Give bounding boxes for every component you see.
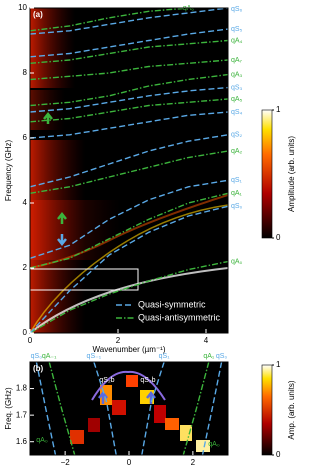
mode-label: qS₀ (31, 353, 43, 360)
mode-curve (182, 362, 210, 455)
y-tick-label: 4 (23, 198, 28, 207)
mode-curve (30, 73, 228, 107)
colorbar (261, 364, 273, 456)
mode-curve (30, 260, 228, 333)
x-tick-label: 0 (28, 336, 33, 345)
mode-label: qA₀ (231, 258, 243, 265)
mode-label: qS₆ (231, 6, 243, 13)
mode-curve (30, 150, 228, 194)
y-tick-label: 2 (23, 263, 28, 272)
y-tick-label: 1.8 (16, 384, 28, 393)
mode-label: qA₁ (231, 190, 243, 197)
mode-curve (30, 86, 228, 113)
colorbar-tick-label: 1 (276, 105, 281, 114)
mode-curve (48, 362, 76, 455)
annotation: qA₀ (208, 441, 220, 448)
y-tick-label: 6 (23, 133, 28, 142)
mode-label: qS₁ (231, 177, 243, 184)
mode-label: qA₋₁ (42, 353, 57, 360)
mode-label: qA₄ (231, 37, 243, 44)
plot-frame (29, 7, 229, 334)
x-tick-label: 2 (191, 458, 196, 467)
mode-curve (30, 39, 228, 64)
mode-curve (30, 205, 228, 333)
curves (35, 362, 223, 455)
mode-curve (30, 28, 228, 58)
heatmap-b: qS₂b qS₂b qA₀ qA₀ (30, 362, 228, 455)
colorbar-title: Amplitude (arb. units) (287, 136, 296, 212)
mode-curve (30, 179, 228, 259)
mode-curve (93, 362, 117, 455)
panel-label: (b) (33, 364, 44, 373)
y-tick-label: 8 (23, 68, 28, 77)
colorbar-tick-label: 0 (276, 233, 281, 242)
y-tick-label: 1.7 (16, 410, 28, 419)
mode-label: qS₋₁ (87, 353, 102, 360)
figure: qS₂b qS₂b qA₀ qA₀ qA₀qS₀qA₁qS₁qA₂qS₂qS₄q… (4, 3, 296, 467)
mode-label: qA₁ (203, 353, 215, 360)
mode-label: qS₄ (231, 109, 243, 116)
legend-box (112, 295, 226, 329)
colorbar-tick-label: 0 (276, 450, 281, 459)
heatmap-a (30, 8, 228, 333)
colorbar (261, 109, 273, 239)
legend-label: Quasi-symmetric (138, 299, 206, 309)
x-tick-label: 2 (116, 336, 121, 345)
mode-curve (30, 98, 228, 123)
y-tick-label: 1.6 (16, 437, 28, 446)
x-tick-label: 4 (204, 336, 209, 345)
panel-label: (a) (33, 10, 43, 19)
x-tick-label: −2 (61, 458, 71, 467)
mode-label: qS₅ (231, 26, 243, 33)
mode-curve (30, 59, 228, 81)
colorbar-tick-label: 1 (276, 360, 281, 369)
mode-label: qA₃ (231, 71, 243, 78)
annotation: qS₂b (140, 377, 155, 384)
mode-label: qS₀ (216, 353, 228, 360)
mode-label: qS₁ (159, 353, 171, 360)
mode-label: qS₂ (231, 132, 243, 139)
y-axis-title: Freq. (GHz) (4, 387, 13, 430)
mode-curve (30, 8, 228, 35)
colorbar-title: Amp. (arb. units) (287, 380, 296, 439)
curves (30, 8, 228, 333)
mode-curve (30, 111, 228, 139)
x-axis-title: Wavenumber (µm⁻¹) (93, 345, 166, 354)
legend-label: Quasi-antisymmetric (138, 312, 221, 322)
annotation: qS₂b (99, 377, 114, 384)
x-tick-label: 0 (127, 458, 132, 467)
mode-label: qA₂ (231, 148, 243, 155)
mode-curve (141, 362, 165, 455)
mode-curve (30, 134, 228, 188)
mode-curve (30, 8, 189, 32)
y-axis-title: Frequency (GHz) (4, 139, 13, 201)
mode-label: qS₀ (231, 203, 243, 210)
mode-curve (35, 362, 57, 455)
mode-label: qA₇ (231, 57, 243, 64)
y-tick-label: 0 (23, 328, 28, 337)
y-tick-label: 10 (18, 3, 27, 12)
mode-curve (201, 362, 223, 455)
mode-label: qA₅ (231, 96, 243, 103)
mode-curve (30, 192, 228, 269)
annotation: qA₀ (36, 437, 48, 444)
mode-label: qS₃ (231, 84, 243, 91)
